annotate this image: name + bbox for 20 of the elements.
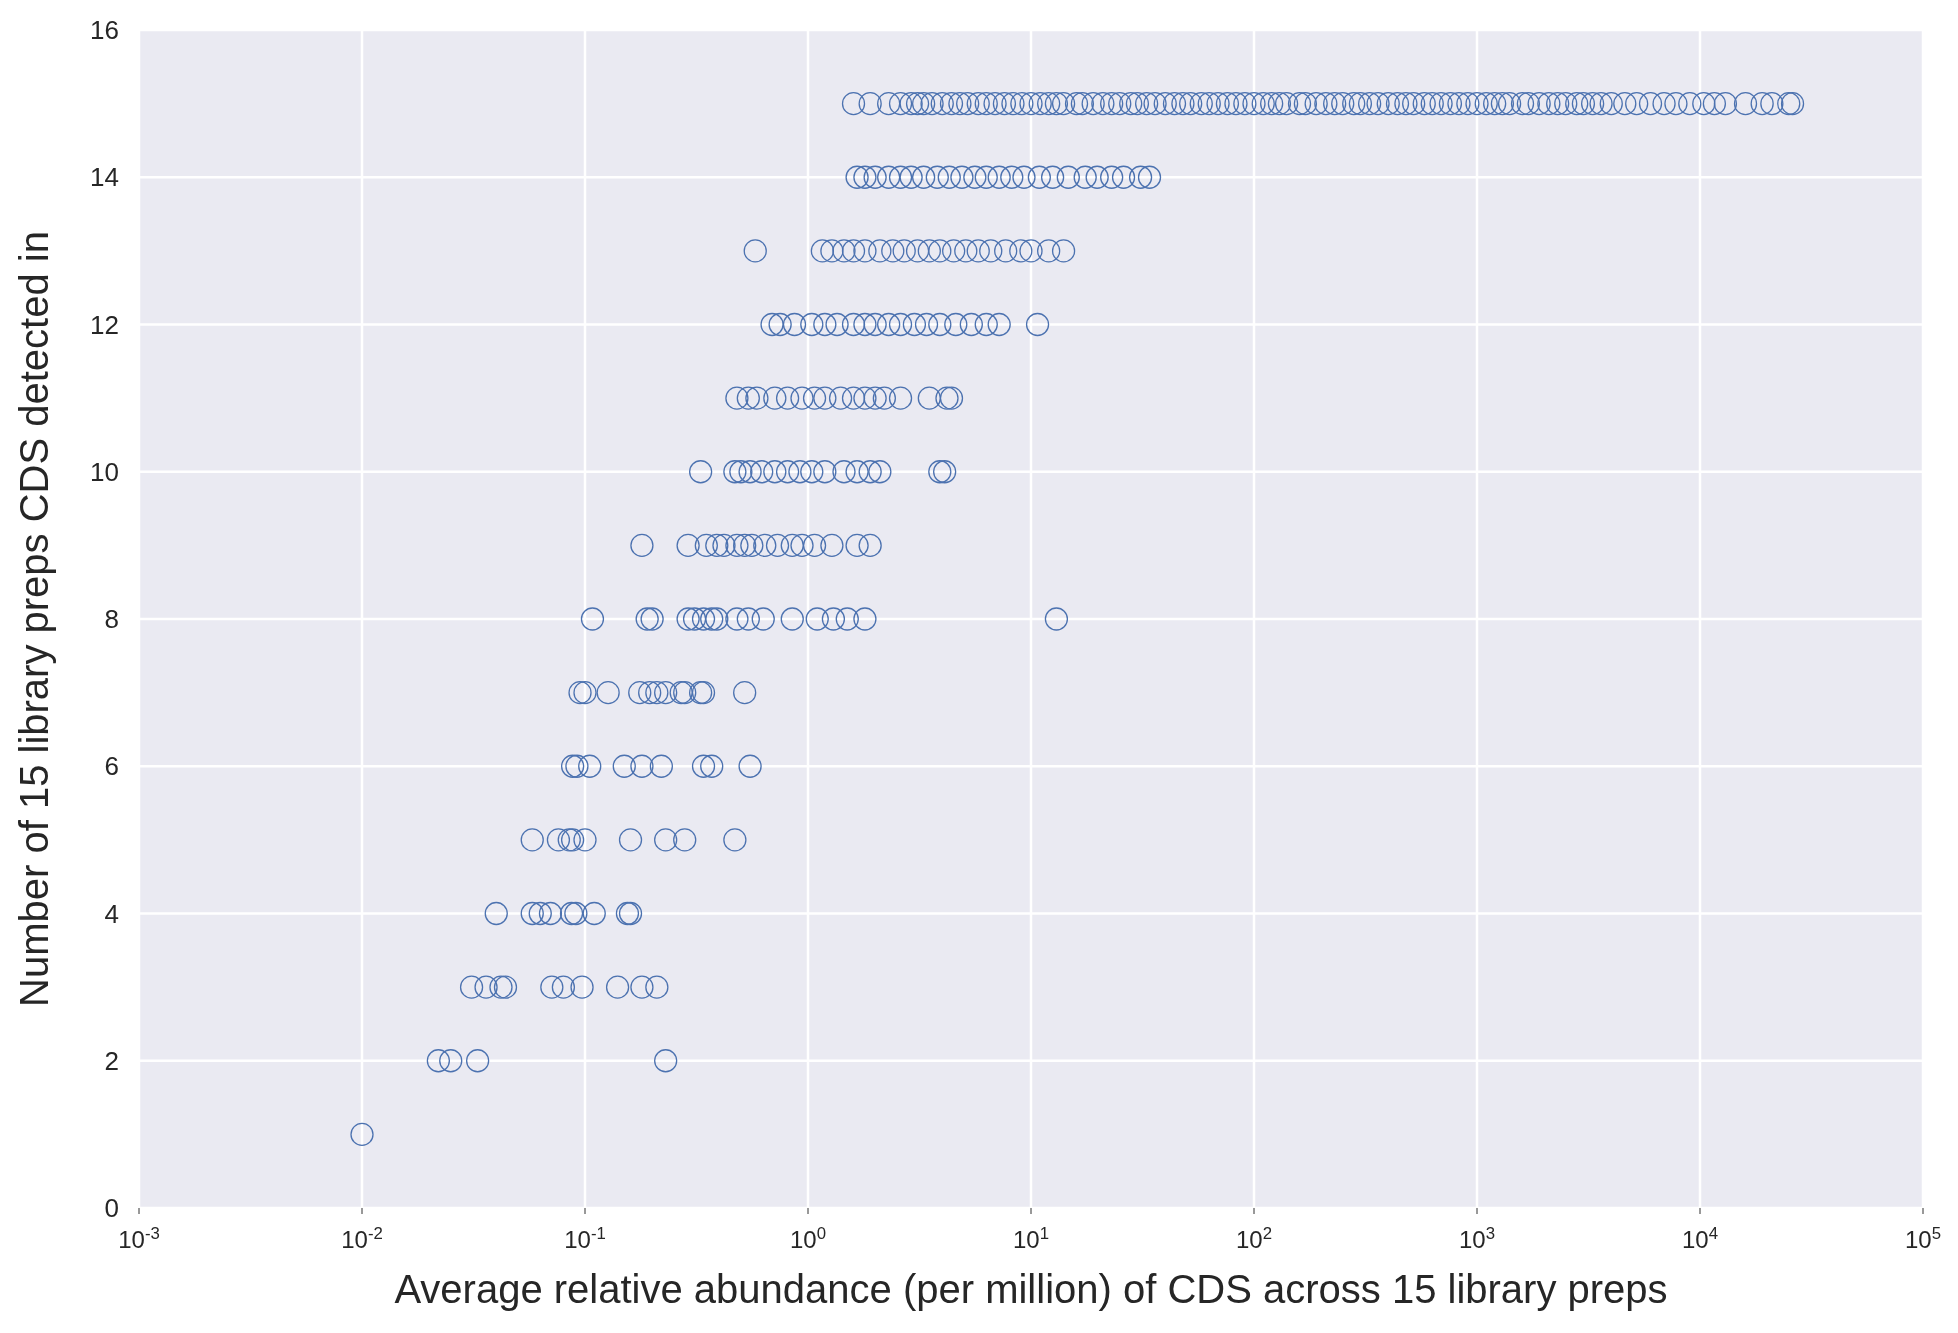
y-tick-label: 14 <box>90 162 119 193</box>
x-tick-label: 10$^{2}$ <box>1235 1223 1273 1253</box>
y-axis-title: Number of 15 library preps CDS detected in <box>12 231 56 1007</box>
x-tick-label: 10$^{-3}$ <box>118 1223 160 1253</box>
x-tick-label: 10$^{0}$ <box>789 1223 827 1253</box>
x-tick-label: 10$^{1}$ <box>1012 1223 1050 1253</box>
x-tick-label: 10$^{-1}$ <box>564 1223 606 1253</box>
y-tick-label: 0 <box>104 1193 119 1224</box>
x-tick-label: 10$^{4}$ <box>1681 1223 1719 1253</box>
y-tick-label: 8 <box>104 604 119 635</box>
x-tick-label: 10$^{5}$ <box>1904 1223 1942 1253</box>
y-tick-label: 12 <box>90 309 119 340</box>
x-tick-label: 10$^{3}$ <box>1458 1223 1496 1253</box>
y-tick-label: 6 <box>104 751 119 782</box>
x-axis-title: Average relative abundance (per million) of CDS across 15 library preps <box>394 1267 1668 1311</box>
y-tick-label: 10 <box>90 456 119 487</box>
x-tick-label: 10$^{-2}$ <box>341 1223 383 1253</box>
y-tick-label: 2 <box>104 1045 119 1076</box>
y-tick-label: 16 <box>90 15 119 46</box>
y-tick-label: 4 <box>104 898 119 929</box>
